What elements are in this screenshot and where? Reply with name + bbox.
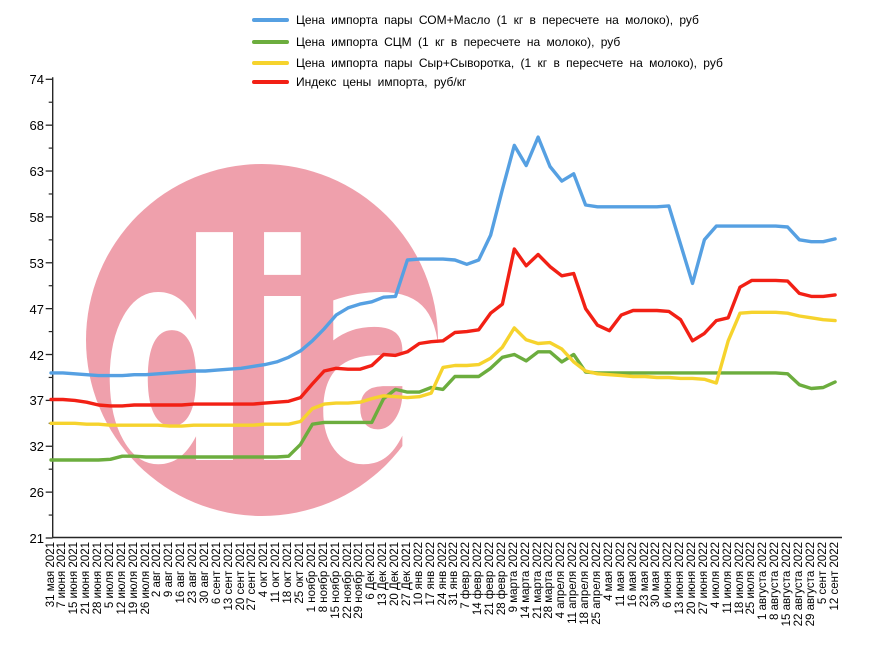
y-tick-label: 21 <box>29 531 44 546</box>
legend-swatch-icon <box>252 18 289 22</box>
series-line-2 <box>49 310 837 428</box>
y-tick-label: 32 <box>29 439 44 455</box>
legend-item-label: Цена импорта пары СОМ+Масло (1 кг в пере… <box>296 13 699 27</box>
y-tick-label: 58 <box>29 209 44 225</box>
y-tick-label: 74 <box>29 72 44 88</box>
legend-item-label: Цена импорта пары Сыр+Сыворотка, (1 кг в… <box>296 56 723 70</box>
x-tick-label: 4 июля 2022 <box>709 542 722 609</box>
legend-swatch-icon <box>252 40 289 44</box>
y-tick-label: 68 <box>29 118 44 134</box>
x-tick-label: 9 марта 2022 <box>507 542 520 613</box>
y-tick-label: 26 <box>29 485 44 501</box>
x-tick-label: 17 янв 2022 <box>424 542 437 606</box>
series-group <box>49 135 837 462</box>
legend-item: Цена импорта СЦМ (1 кг в пересчете на мо… <box>252 35 620 49</box>
legend-swatch-icon <box>252 80 289 84</box>
x-tick-label: 4 мая 2022 <box>602 542 615 601</box>
x-tick-label: 19 июля 2021 <box>127 542 140 615</box>
x-tick-label: 13 сент 2021 <box>222 542 235 611</box>
series-line-1 <box>49 350 837 462</box>
y-tick-label: 63 <box>29 164 44 180</box>
x-tick-label: 5 сент 2022 <box>816 542 829 605</box>
watermark-text: dia <box>100 183 451 532</box>
y-tick-label: 37 <box>29 393 44 409</box>
x-tick-label: 8 ноябр 2021 <box>317 542 330 613</box>
x-tick-label: 22 августа 2022 <box>792 542 805 627</box>
x-tick-label: 1 ноябр 2021 <box>305 542 318 613</box>
x-tick-label: 12 июля 2021 <box>115 542 128 615</box>
y-tick-label: 47 <box>29 301 44 317</box>
x-tick-label: 11 июля 2022 <box>721 542 734 614</box>
x-tick-label: 27 июня 2022 <box>697 542 710 615</box>
x-tick-label: 5 июля 2021 <box>103 542 116 609</box>
x-tick-label: 16 мая 2022 <box>626 542 639 608</box>
legend-item: Цена импорта пары СОМ+Масло (1 кг в пере… <box>252 13 699 27</box>
legend-item: Цена импорта пары Сыр+Сыворотка, (1 кг в… <box>252 56 723 70</box>
x-tick-label: 28 февр 2022 <box>495 542 508 616</box>
x-tick-label: 11 мая 2022 <box>614 542 627 607</box>
x-tick-label: 27 Дек 2021 <box>400 542 413 606</box>
x-tick-label: 10 янв 2022 <box>412 542 425 606</box>
legend-item: Индекс цены импорта, руб/кг <box>252 75 466 89</box>
legend-item-label: Цена импорта СЦМ (1 кг в пересчете на мо… <box>296 35 621 49</box>
series-line-3 <box>49 247 837 408</box>
legend-item-label: Индекс цены импорта, руб/кг <box>296 75 467 89</box>
x-tick-label: 30 авг 2021 <box>198 542 211 604</box>
y-tick-label: 42 <box>29 347 44 363</box>
x-tick-label: 6 сент 2021 <box>210 542 223 605</box>
x-tick-label: 29 августа 2022 <box>804 542 817 627</box>
y-tick-label: 53 <box>29 255 44 271</box>
x-tick-label: 15 ноябр 2021 <box>329 542 342 619</box>
x-tick-label: 12 сент 2022 <box>828 542 841 611</box>
watermark-circle <box>86 164 438 516</box>
legend-swatch-icon <box>252 61 289 65</box>
x-tick-label: 14 марта 2022 <box>519 542 532 619</box>
series-line-0 <box>49 135 837 378</box>
